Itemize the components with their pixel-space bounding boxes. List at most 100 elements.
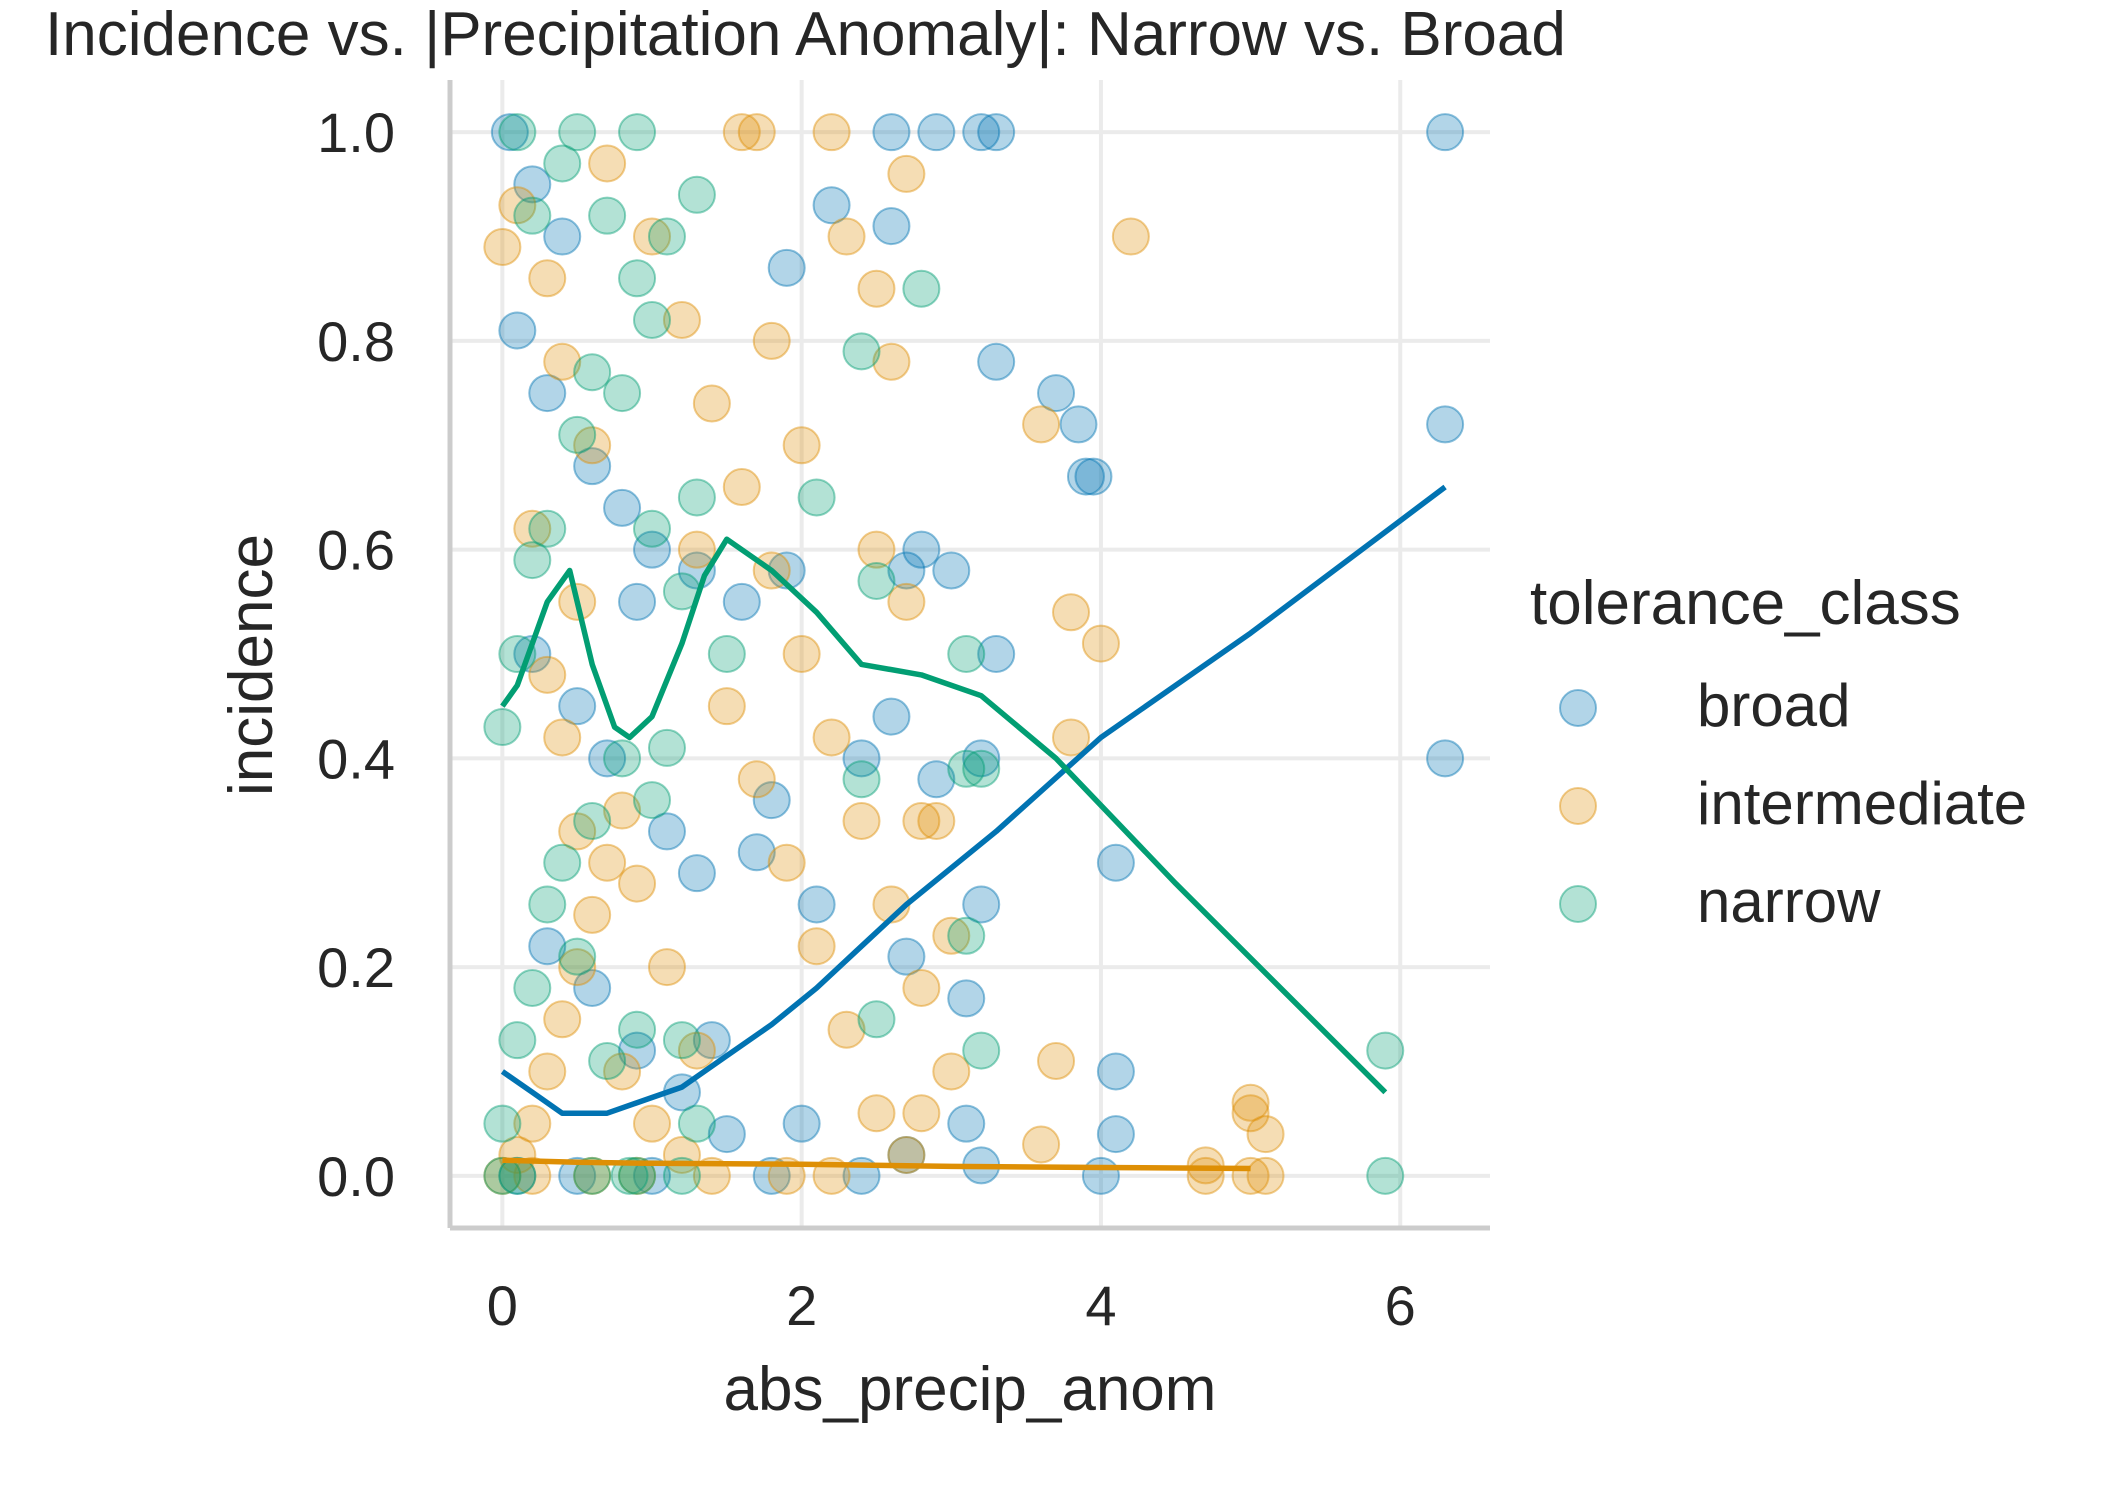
scatter-point-narrow bbox=[647, 728, 686, 767]
legend-entry-intermediate: intermediate bbox=[1559, 770, 2027, 837]
scatter-point-broad bbox=[1426, 405, 1465, 444]
y-tick-label: 0.8 bbox=[317, 310, 395, 373]
scatter-point-broad bbox=[872, 113, 911, 152]
scatter-point-intermediate bbox=[603, 1052, 642, 1091]
scatter-point-narrow bbox=[558, 937, 597, 976]
scatter-point-broad bbox=[573, 447, 612, 486]
scatter-point-intermediate bbox=[842, 801, 881, 840]
scatter-point-intermediate bbox=[827, 1010, 866, 1049]
scatter-point-narrow bbox=[797, 478, 836, 517]
scatter-point-narrow bbox=[610, 1156, 649, 1195]
scatter-point-narrow bbox=[513, 196, 552, 235]
scatter-point-intermediate bbox=[1022, 1125, 1061, 1164]
scatter-point-broad bbox=[947, 1104, 986, 1143]
scatter-point-narrow bbox=[543, 144, 582, 183]
scatter-point-intermediate bbox=[1022, 405, 1061, 444]
scatter-point-narrow bbox=[543, 843, 582, 882]
scatter-point-intermediate bbox=[857, 530, 896, 569]
scatter-point-broad bbox=[633, 1156, 672, 1195]
scatter-point-narrow bbox=[618, 113, 657, 152]
scatter-point-broad bbox=[603, 488, 642, 527]
x-tick-label: 0 bbox=[487, 1274, 518, 1337]
legend-label-narrow: narrow bbox=[1697, 868, 1881, 935]
y-tick-label: 1.0 bbox=[317, 101, 395, 164]
scatter-point-narrow bbox=[513, 541, 552, 580]
scatter-point-intermediate bbox=[1037, 1042, 1076, 1081]
scatter-point-intermediate bbox=[573, 426, 612, 465]
scatter-point-intermediate bbox=[558, 812, 597, 851]
scatter-points bbox=[483, 113, 1465, 1195]
scatter-point-broad bbox=[528, 927, 567, 966]
scatter-point-narrow bbox=[573, 1156, 612, 1195]
scatter-point-broad bbox=[692, 1021, 731, 1060]
scatter-point-narrow bbox=[498, 113, 537, 152]
scatter-point-narrow bbox=[483, 1104, 522, 1143]
scatter-point-intermediate bbox=[692, 1156, 731, 1195]
scatter-point-narrow bbox=[947, 749, 986, 788]
scatter-point-intermediate bbox=[722, 468, 761, 507]
grid bbox=[450, 80, 1490, 1228]
x-tick-label: 6 bbox=[1385, 1274, 1416, 1337]
scatter-point-broad bbox=[543, 217, 582, 256]
legend-title: tolerance_class bbox=[1530, 569, 1961, 638]
scatter-point-narrow bbox=[588, 1042, 627, 1081]
scatter-point-intermediate bbox=[1231, 1083, 1270, 1122]
scatter-point-broad bbox=[558, 1156, 597, 1195]
scatter-point-broad bbox=[588, 739, 627, 778]
scatter-point-intermediate bbox=[872, 342, 911, 381]
scatter-point-intermediate bbox=[633, 1104, 672, 1143]
scatter-point-broad bbox=[528, 374, 567, 413]
legend-marker-narrow bbox=[1559, 885, 1597, 923]
scatter-point-broad bbox=[707, 1115, 746, 1154]
scatter-point-broad bbox=[1096, 843, 1135, 882]
scatter-point-narrow bbox=[1366, 1031, 1405, 1070]
scatter-point-broad bbox=[917, 760, 956, 799]
scatter-point-intermediate bbox=[1052, 718, 1091, 757]
scatter-point-intermediate bbox=[857, 269, 896, 308]
scatter-point-intermediate bbox=[737, 760, 776, 799]
y-tick-label: 0.2 bbox=[317, 936, 395, 999]
scatter-point-narrow bbox=[1366, 1156, 1405, 1195]
scatter-point-intermediate bbox=[603, 791, 642, 830]
scatter-point-broad bbox=[872, 207, 911, 246]
scatter-point-narrow bbox=[498, 1156, 537, 1195]
scatter-point-narrow bbox=[558, 113, 597, 152]
scatter-point-intermediate bbox=[543, 342, 582, 381]
scatter-point-intermediate bbox=[588, 843, 627, 882]
scatter-point-narrow bbox=[618, 259, 657, 298]
scatter-point-broad bbox=[1096, 1115, 1135, 1154]
scatter-point-narrow bbox=[498, 1021, 537, 1060]
scatter-point-intermediate bbox=[902, 801, 941, 840]
scatter-point-broad bbox=[677, 854, 716, 893]
y-tick-label: 0.0 bbox=[317, 1145, 395, 1208]
scatter-point-narrow bbox=[857, 561, 896, 600]
scatter-point-intermediate bbox=[812, 718, 851, 757]
scatter-point-intermediate bbox=[797, 927, 836, 966]
scatter-point-broad bbox=[618, 582, 657, 621]
scatter-point-broad bbox=[932, 551, 971, 590]
scatter-point-intermediate bbox=[543, 1000, 582, 1039]
scatter-point-intermediate bbox=[857, 1094, 896, 1133]
scatter-point-broad bbox=[887, 551, 926, 590]
scatter-point-intermediate bbox=[932, 1052, 971, 1091]
scatter-point-narrow bbox=[857, 1000, 896, 1039]
scatter-point-narrow bbox=[677, 175, 716, 214]
scatter-point-intermediate bbox=[618, 1156, 657, 1195]
scatter-point-broad bbox=[887, 937, 926, 976]
scatter-point-broad bbox=[842, 739, 881, 778]
scatter-point-broad bbox=[1096, 1052, 1135, 1091]
scatter-point-broad bbox=[902, 530, 941, 569]
scatter-point-intermediate bbox=[737, 113, 776, 152]
x-tick-label: 2 bbox=[786, 1274, 817, 1337]
scatter-point-narrow bbox=[902, 269, 941, 308]
x-tick-label: 4 bbox=[1085, 1274, 1116, 1337]
scatter-point-narrow bbox=[483, 1156, 522, 1195]
scatter-point-broad bbox=[1066, 457, 1105, 496]
scatter-point-broad bbox=[977, 342, 1016, 381]
scatter-point-intermediate bbox=[528, 655, 567, 694]
chart-title: Incidence vs. |Precipitation Anomaly|: N… bbox=[45, 0, 1566, 69]
scatter-point-intermediate bbox=[827, 217, 866, 256]
scatter-point-broad bbox=[962, 885, 1001, 924]
scatter-point-intermediate bbox=[513, 509, 552, 548]
y-axis-label: incidence bbox=[217, 534, 286, 796]
